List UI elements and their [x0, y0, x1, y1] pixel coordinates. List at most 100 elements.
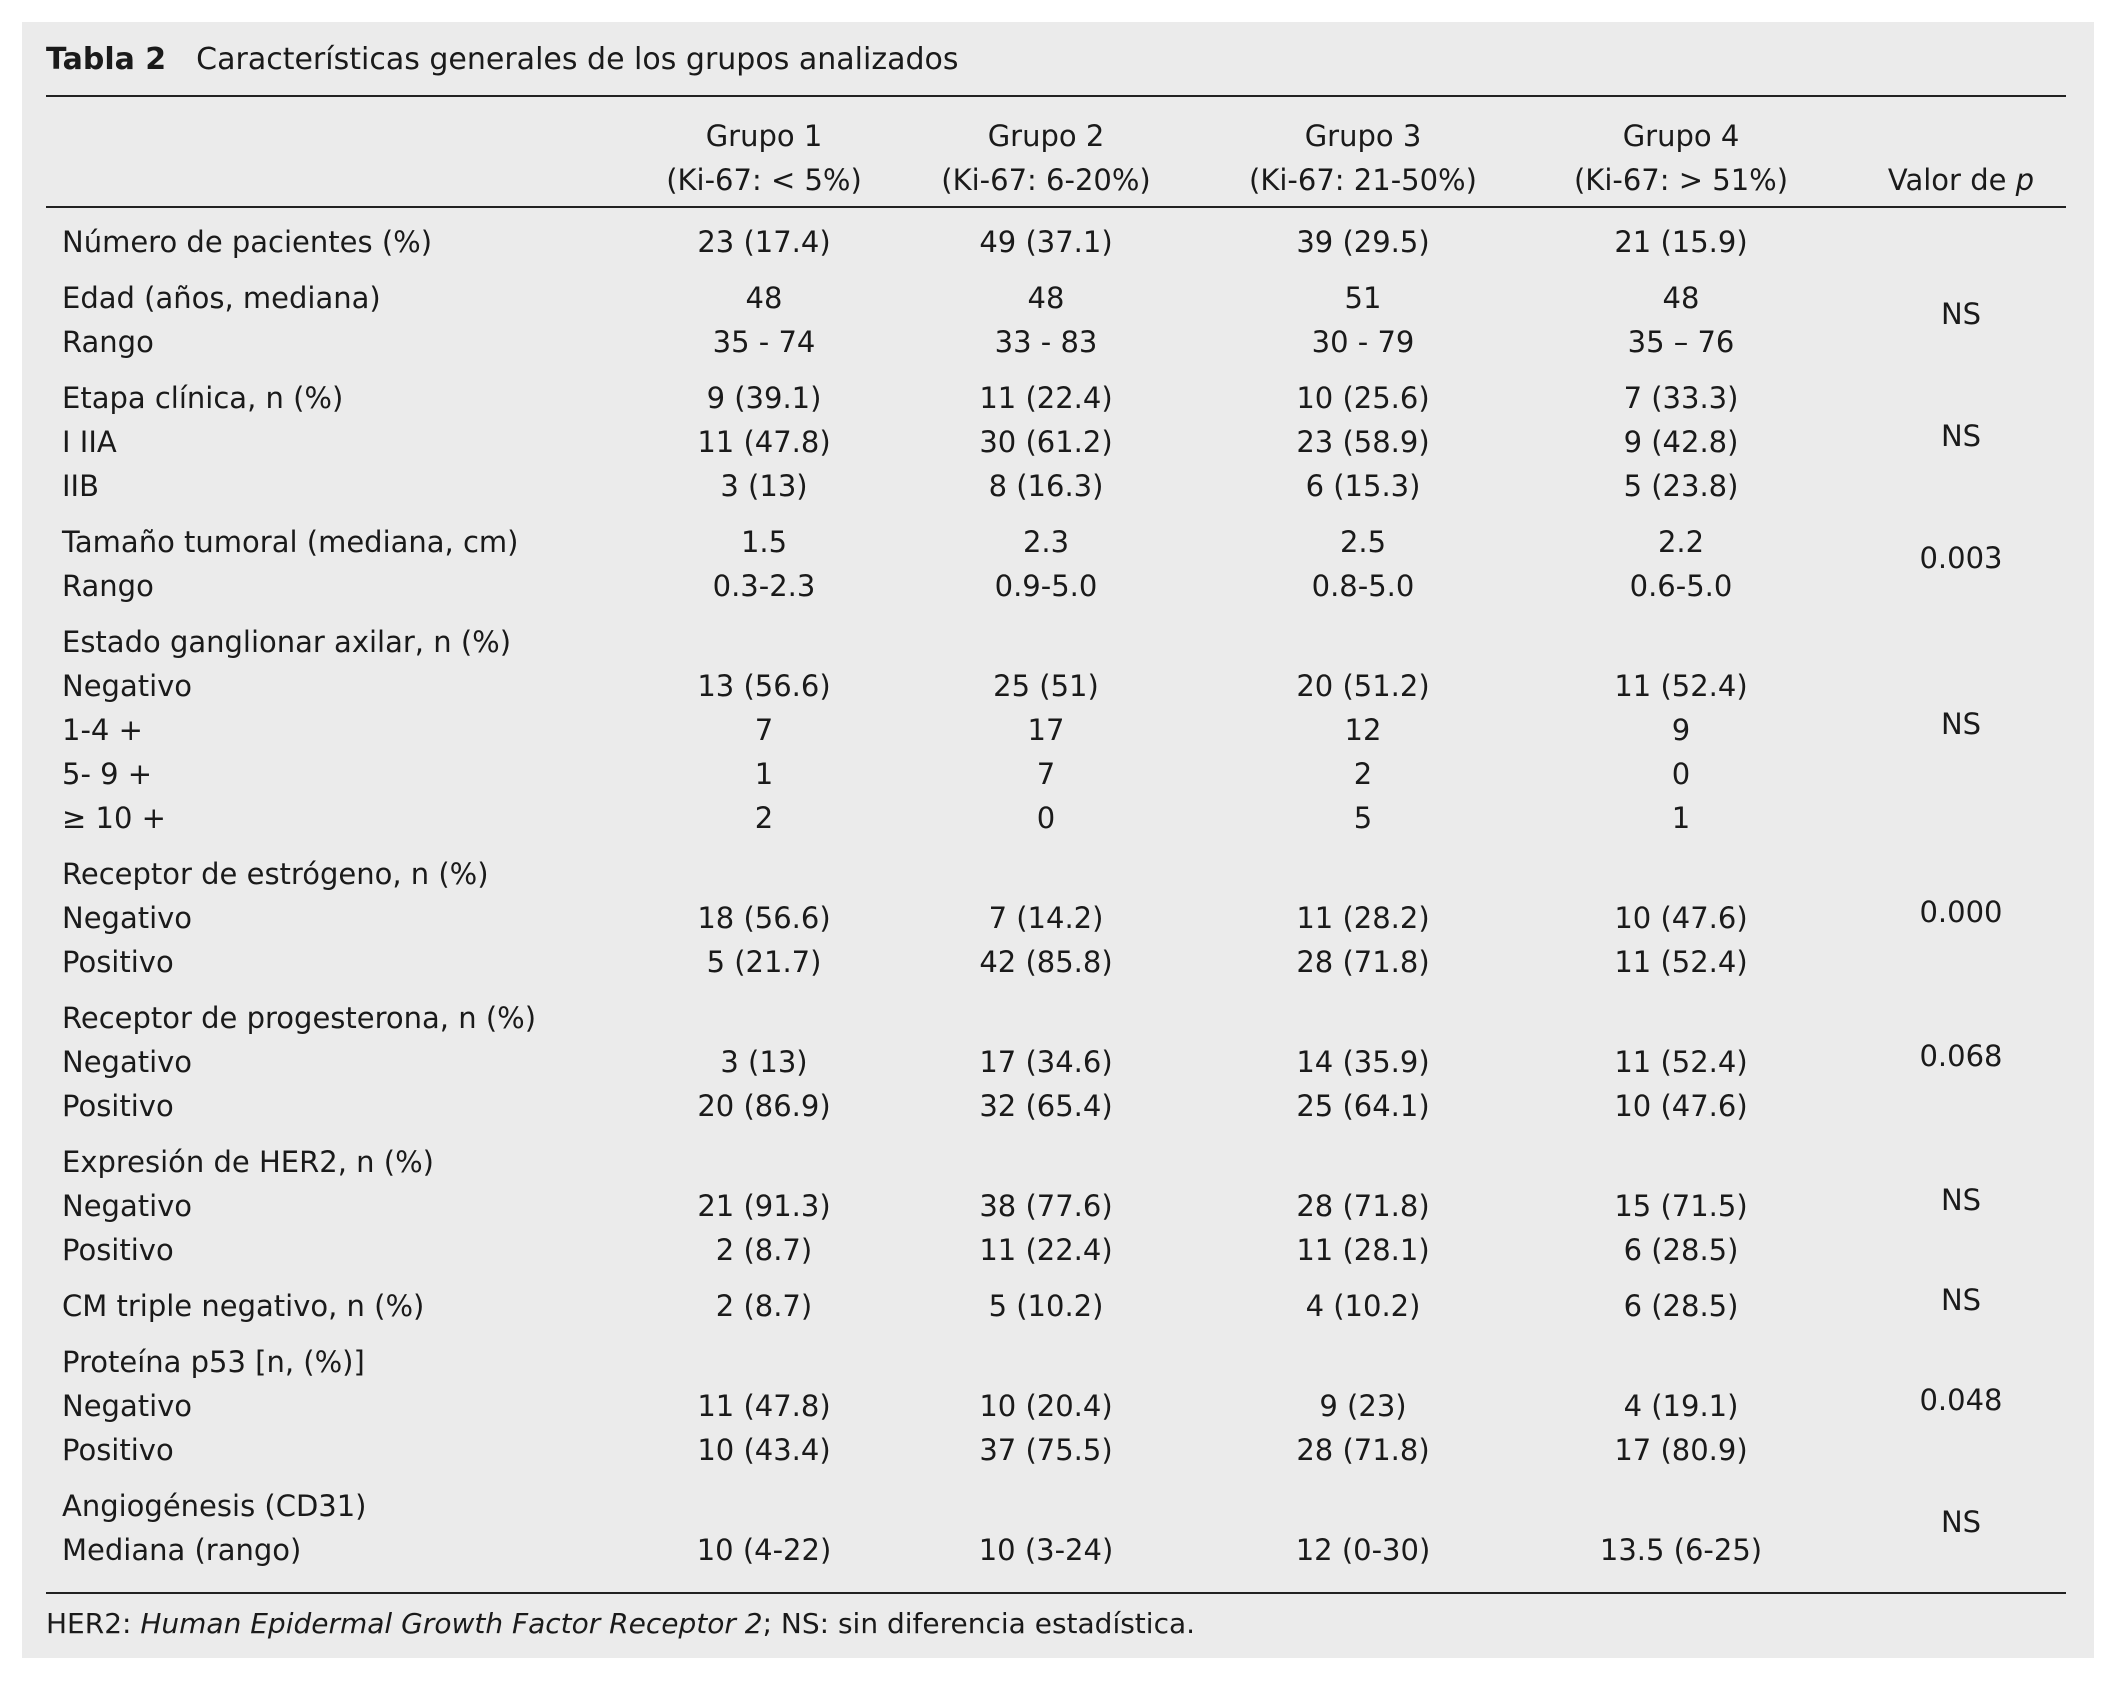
row-label: Etapa clínica, n (%) — [62, 381, 344, 415]
cell-value: 18 (56.6) — [697, 901, 831, 935]
table-row: Estado ganglionar axilar, n (%) NS — [46, 608, 2066, 741]
cell-value: 3 (13) — [720, 469, 808, 503]
row-label: Número de pacientes (%) — [62, 225, 433, 259]
cell-value: 33 - 83 — [994, 325, 1098, 359]
row-label: Positivo — [62, 1089, 174, 1123]
cell-value: 11 (28.1) — [1296, 1233, 1430, 1267]
cell-value: 0 — [1671, 757, 1691, 791]
cell-value: 5 (21.7) — [706, 945, 822, 979]
row-group: Expresión de HER2, n (%) NS Negativo 21 (91… — [46, 1128, 2066, 1272]
cell-value: 11 (52.4) — [1614, 1045, 1748, 1079]
cell-value: 28 (71.8) — [1296, 945, 1430, 979]
row-label: IIB — [62, 469, 100, 503]
column-header: Grupo 4 — [1622, 119, 1740, 153]
table-row: Negativo 11 (47.8) 10 (20.4) 9 (23) 4 (19.1) — [46, 1384, 2066, 1428]
row-label: Receptor de estrógeno, n (%) — [62, 857, 489, 891]
cell-value: 37 (75.5) — [979, 1433, 1113, 1467]
table-head: Grupo 1 Grupo 2 Grupo 3 Grupo 4 (Ki-67: < 5… — [46, 114, 2066, 208]
cell-value: 0.8-5.0 — [1311, 569, 1415, 603]
cell-value: 7 — [1036, 757, 1056, 791]
row-label: Proteína p53 [n, (%)] — [62, 1345, 365, 1379]
p-value: NS — [1940, 1505, 1982, 1539]
cell-value: 48 — [1662, 281, 1700, 315]
cell-value: 28 (71.8) — [1296, 1189, 1430, 1223]
table-row: Etapa clínica, n (%) 9 (39.1) 11 (22.4) 10 … — [46, 364, 2066, 453]
cell-value: 10 (4-22) — [696, 1533, 832, 1567]
table-row: Edad (años, mediana) 48 48 51 48 NS — [46, 264, 2066, 331]
row-label: ≥ 10 + — [62, 801, 166, 835]
p-value: 0.048 — [1919, 1383, 2003, 1417]
blank-cell — [656, 1328, 872, 1384]
table-panel: Tabla 2 Características generales de los … — [22, 22, 2094, 1658]
table-row: Número de pacientes (%) 23 (17.4) 49 (37.1… — [46, 207, 2066, 264]
cell-value: 11 (52.4) — [1614, 669, 1748, 703]
table-row: 5- 9 + 1 7 2 0 — [46, 752, 2066, 796]
p-value: 0.003 — [1919, 541, 2003, 575]
row-label: Negativo — [62, 1189, 193, 1223]
row-label: Positivo — [62, 1433, 174, 1467]
cell-value: 35 - 74 — [712, 325, 816, 359]
cell-value: 23 (58.9) — [1296, 425, 1430, 459]
blank-cell — [656, 608, 872, 664]
cell-value: 9 (23) — [1319, 1389, 1407, 1423]
p-value: NS — [1940, 419, 1982, 453]
cell-value: 1 — [754, 757, 774, 791]
cell-value: 11 (28.2) — [1296, 901, 1430, 935]
table-row: Receptor de progesterona, n (%) 0.068 — [46, 984, 2066, 1073]
cell-value: 2.2 — [1657, 525, 1705, 559]
cell-value: 13 (56.6) — [697, 669, 831, 703]
cell-value: 17 — [1027, 713, 1065, 747]
p-value: NS — [1940, 1283, 1982, 1317]
table-row: Mediana (rango) 10 (4-22) 10 (3-24) 12 (0-3… — [46, 1528, 2066, 1572]
table-row: Rango 0.3-2.3 0.9-5.0 0.8-5.0 0.6-5.0 — [46, 564, 2066, 608]
rule — [46, 1592, 2066, 1594]
row-group: Etapa clínica, n (%) 9 (39.1) 11 (22.4) 10 … — [46, 364, 2066, 508]
footnote-abbr: HER2: — [46, 1607, 141, 1640]
cell-value: 10 (20.4) — [979, 1389, 1113, 1423]
cell-value: 6 (28.5) — [1623, 1289, 1739, 1323]
cell-value: 13.5 (6-25) — [1599, 1533, 1763, 1567]
row-label: Positivo — [62, 945, 174, 979]
cell-value: 25 (64.1) — [1296, 1089, 1430, 1123]
footnote-italic: Human Epidermal Growth Factor Receptor 2 — [140, 1607, 763, 1640]
blank-cell — [872, 1472, 1220, 1528]
cell-value: 8 (16.3) — [988, 469, 1104, 503]
blank-cell — [1220, 840, 1506, 896]
row-group: Tamaño tumoral (mediana, cm) 1.5 2.3 2.5 2.2… — [46, 508, 2066, 608]
cell-value: 9 (39.1) — [706, 381, 822, 415]
cell-value: 15 (71.5) — [1614, 1189, 1748, 1223]
table-row: Negativo 21 (91.3) 38 (77.6) 28 (71.8) 15 (7… — [46, 1184, 2066, 1228]
table-row: CM triple negativo, n (%) 2 (8.7) 5 (10.2)… — [46, 1272, 2066, 1328]
table-row: Negativo 3 (13) 17 (34.6) 14 (35.9) 11 (52.4… — [46, 1040, 2066, 1084]
column-subheader: (Ki-67: 6-20%) — [872, 158, 1220, 208]
cell-value: 0 — [1036, 801, 1056, 835]
blank-cell — [1220, 608, 1506, 664]
row-label: Expresión de HER2, n (%) — [62, 1145, 434, 1179]
row-label: Negativo — [62, 1045, 193, 1079]
cell-value: 9 — [1671, 713, 1691, 747]
cell-value: 1.5 — [740, 525, 788, 559]
cell-value: 11 (47.8) — [697, 1389, 831, 1423]
table-row: IIB 3 (13) 8 (16.3) 6 (15.3) 5 (23.8) — [46, 464, 2066, 508]
cell-value: 2 (8.7) — [715, 1233, 813, 1267]
blank-cell — [1506, 1128, 1856, 1184]
blank-cell — [1506, 608, 1856, 664]
cell-value: 32 (65.4) — [979, 1089, 1113, 1123]
footnote-text: ; NS: sin diferencia estadística. — [762, 1607, 1196, 1640]
cell-value: 10 (3-24) — [978, 1533, 1114, 1567]
p-value: 0.000 — [1919, 895, 2003, 929]
row-group: Angiogénesis (CD31) NS Mediana (rango) 10 (… — [46, 1472, 2066, 1572]
column-subheader: (Ki-67: 21-50%) — [1220, 158, 1506, 208]
row-label: Rango — [62, 325, 154, 359]
cell-value: 28 (71.8) — [1296, 1433, 1430, 1467]
title-text: Características generales de los grupos … — [196, 42, 959, 77]
cell-value: 0.3-2.3 — [712, 569, 816, 603]
table-row: Expresión de HER2, n (%) NS — [46, 1128, 2066, 1217]
row-label: Rango — [62, 569, 154, 603]
p-header-text: Valor de — [1887, 163, 2016, 197]
blank-cell — [656, 1128, 872, 1184]
blank-cell — [872, 1328, 1220, 1384]
p-value: NS — [1940, 297, 1982, 331]
row-group: Estado ganglionar axilar, n (%) NS Negativ… — [46, 608, 2066, 840]
cell-value: 6 (28.5) — [1623, 1233, 1739, 1267]
